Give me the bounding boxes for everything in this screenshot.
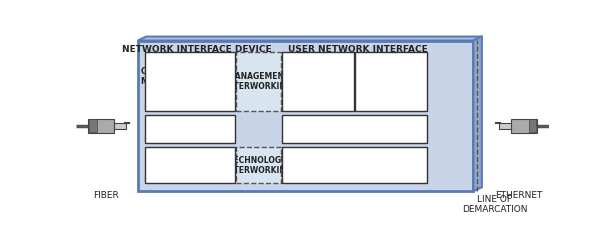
Text: NETWORK INTERFACE DEVICE
(NID): NETWORK INTERFACE DEVICE (NID) — [122, 45, 271, 64]
Bar — [235, 52, 281, 111]
Polygon shape — [473, 37, 482, 191]
Bar — [529, 119, 536, 132]
Bar — [235, 147, 281, 183]
Bar — [282, 52, 354, 111]
Bar — [500, 123, 511, 129]
Bar — [354, 52, 426, 111]
Text: MANAGEMENT
INTERWORKING: MANAGEMENT INTERWORKING — [224, 72, 292, 92]
Text: CUSTOMER-
MANAGEMENT
PLANE (E-LMI): CUSTOMER- MANAGEMENT PLANE (E-LMI) — [358, 67, 423, 97]
Bar — [511, 119, 537, 133]
Bar — [282, 115, 426, 143]
Polygon shape — [138, 37, 482, 41]
Text: FIBER: FIBER — [93, 191, 119, 200]
Bar — [114, 123, 126, 129]
Text: TECHNOLOGY
INTERWORKING: TECHNOLOGY INTERWORKING — [224, 155, 292, 175]
Bar — [145, 147, 235, 183]
Bar — [282, 147, 426, 183]
Text: NETWORK-
MANAGEMENT
PLANE (OAM): NETWORK- MANAGEMENT PLANE (OAM) — [285, 67, 350, 97]
Text: CARRIER'S NETWORK-
MANAGEMENT PLANE
(NMS): CARRIER'S NETWORK- MANAGEMENT PLANE (NMS… — [141, 67, 239, 97]
Text: CONTROL PLANE: CONTROL PLANE — [315, 124, 393, 133]
Bar — [145, 52, 235, 111]
Text: DATA PLANE: DATA PLANE — [325, 161, 383, 170]
Text: CONTROL PLANE: CONTROL PLANE — [151, 124, 229, 133]
Bar — [145, 115, 235, 143]
Bar — [138, 41, 473, 191]
Text: USER NETWORK INTERFACE
(UNI): USER NETWORK INTERFACE (UNI) — [288, 45, 428, 64]
Text: DATA PLANE: DATA PLANE — [160, 161, 219, 170]
Bar — [88, 119, 114, 133]
Text: LINE OF
DEMARCATION: LINE OF DEMARCATION — [462, 195, 528, 214]
Text: ETHERNET: ETHERNET — [495, 191, 543, 200]
Bar — [90, 119, 96, 132]
